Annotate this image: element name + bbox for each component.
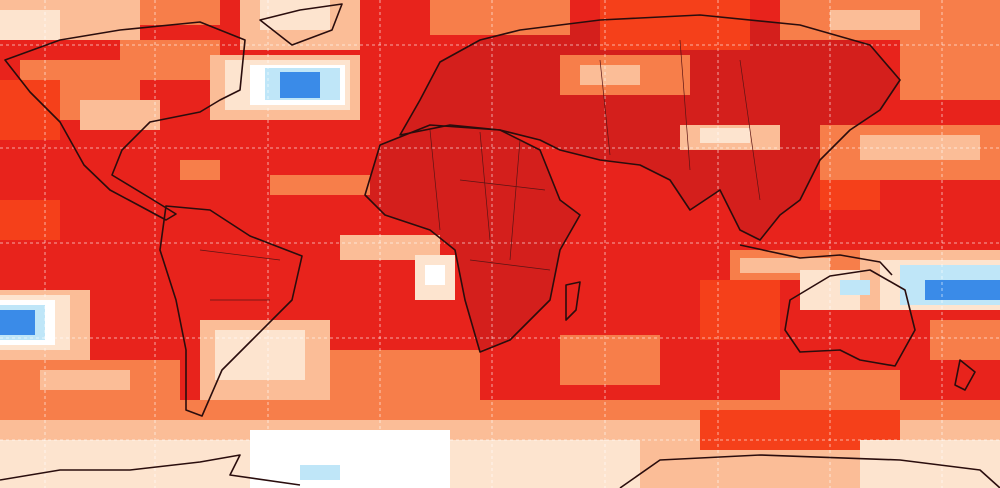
patch [40, 370, 130, 390]
patch [0, 10, 60, 40]
border-lines [199, 39, 761, 301]
coastlines [0, 3, 1000, 488]
australia [784, 269, 916, 367]
patch [0, 310, 35, 335]
patch [140, 0, 220, 25]
patch [425, 265, 445, 285]
patch [700, 128, 750, 143]
patch [260, 0, 330, 30]
africa-fill [365, 125, 580, 350]
patch [280, 72, 320, 98]
patch [80, 100, 160, 130]
new-zealand [954, 359, 976, 391]
patch [930, 320, 1000, 360]
patch [840, 280, 870, 295]
indonesia [739, 244, 893, 276]
patch [250, 430, 450, 488]
patch [580, 65, 640, 85]
patch [900, 40, 1000, 100]
patch [430, 0, 570, 35]
patch [270, 175, 370, 195]
greenland [259, 3, 343, 46]
patch [925, 280, 1000, 300]
patch [0, 200, 60, 240]
land-areas [365, 15, 900, 350]
patch [820, 180, 880, 210]
patch [560, 335, 660, 385]
patch [180, 160, 220, 180]
patch [700, 280, 780, 340]
north-america [4, 21, 246, 221]
patch [120, 40, 220, 80]
patch [300, 465, 340, 480]
south-america [159, 205, 303, 417]
borders [199, 39, 761, 301]
patch [0, 80, 60, 140]
patch [830, 10, 920, 30]
patch [330, 350, 480, 400]
eurasia-fill [400, 15, 900, 240]
patch [600, 0, 750, 50]
patch [740, 258, 830, 273]
madagascar [565, 281, 581, 321]
eurasia [399, 14, 901, 241]
antarctica [0, 454, 1000, 488]
